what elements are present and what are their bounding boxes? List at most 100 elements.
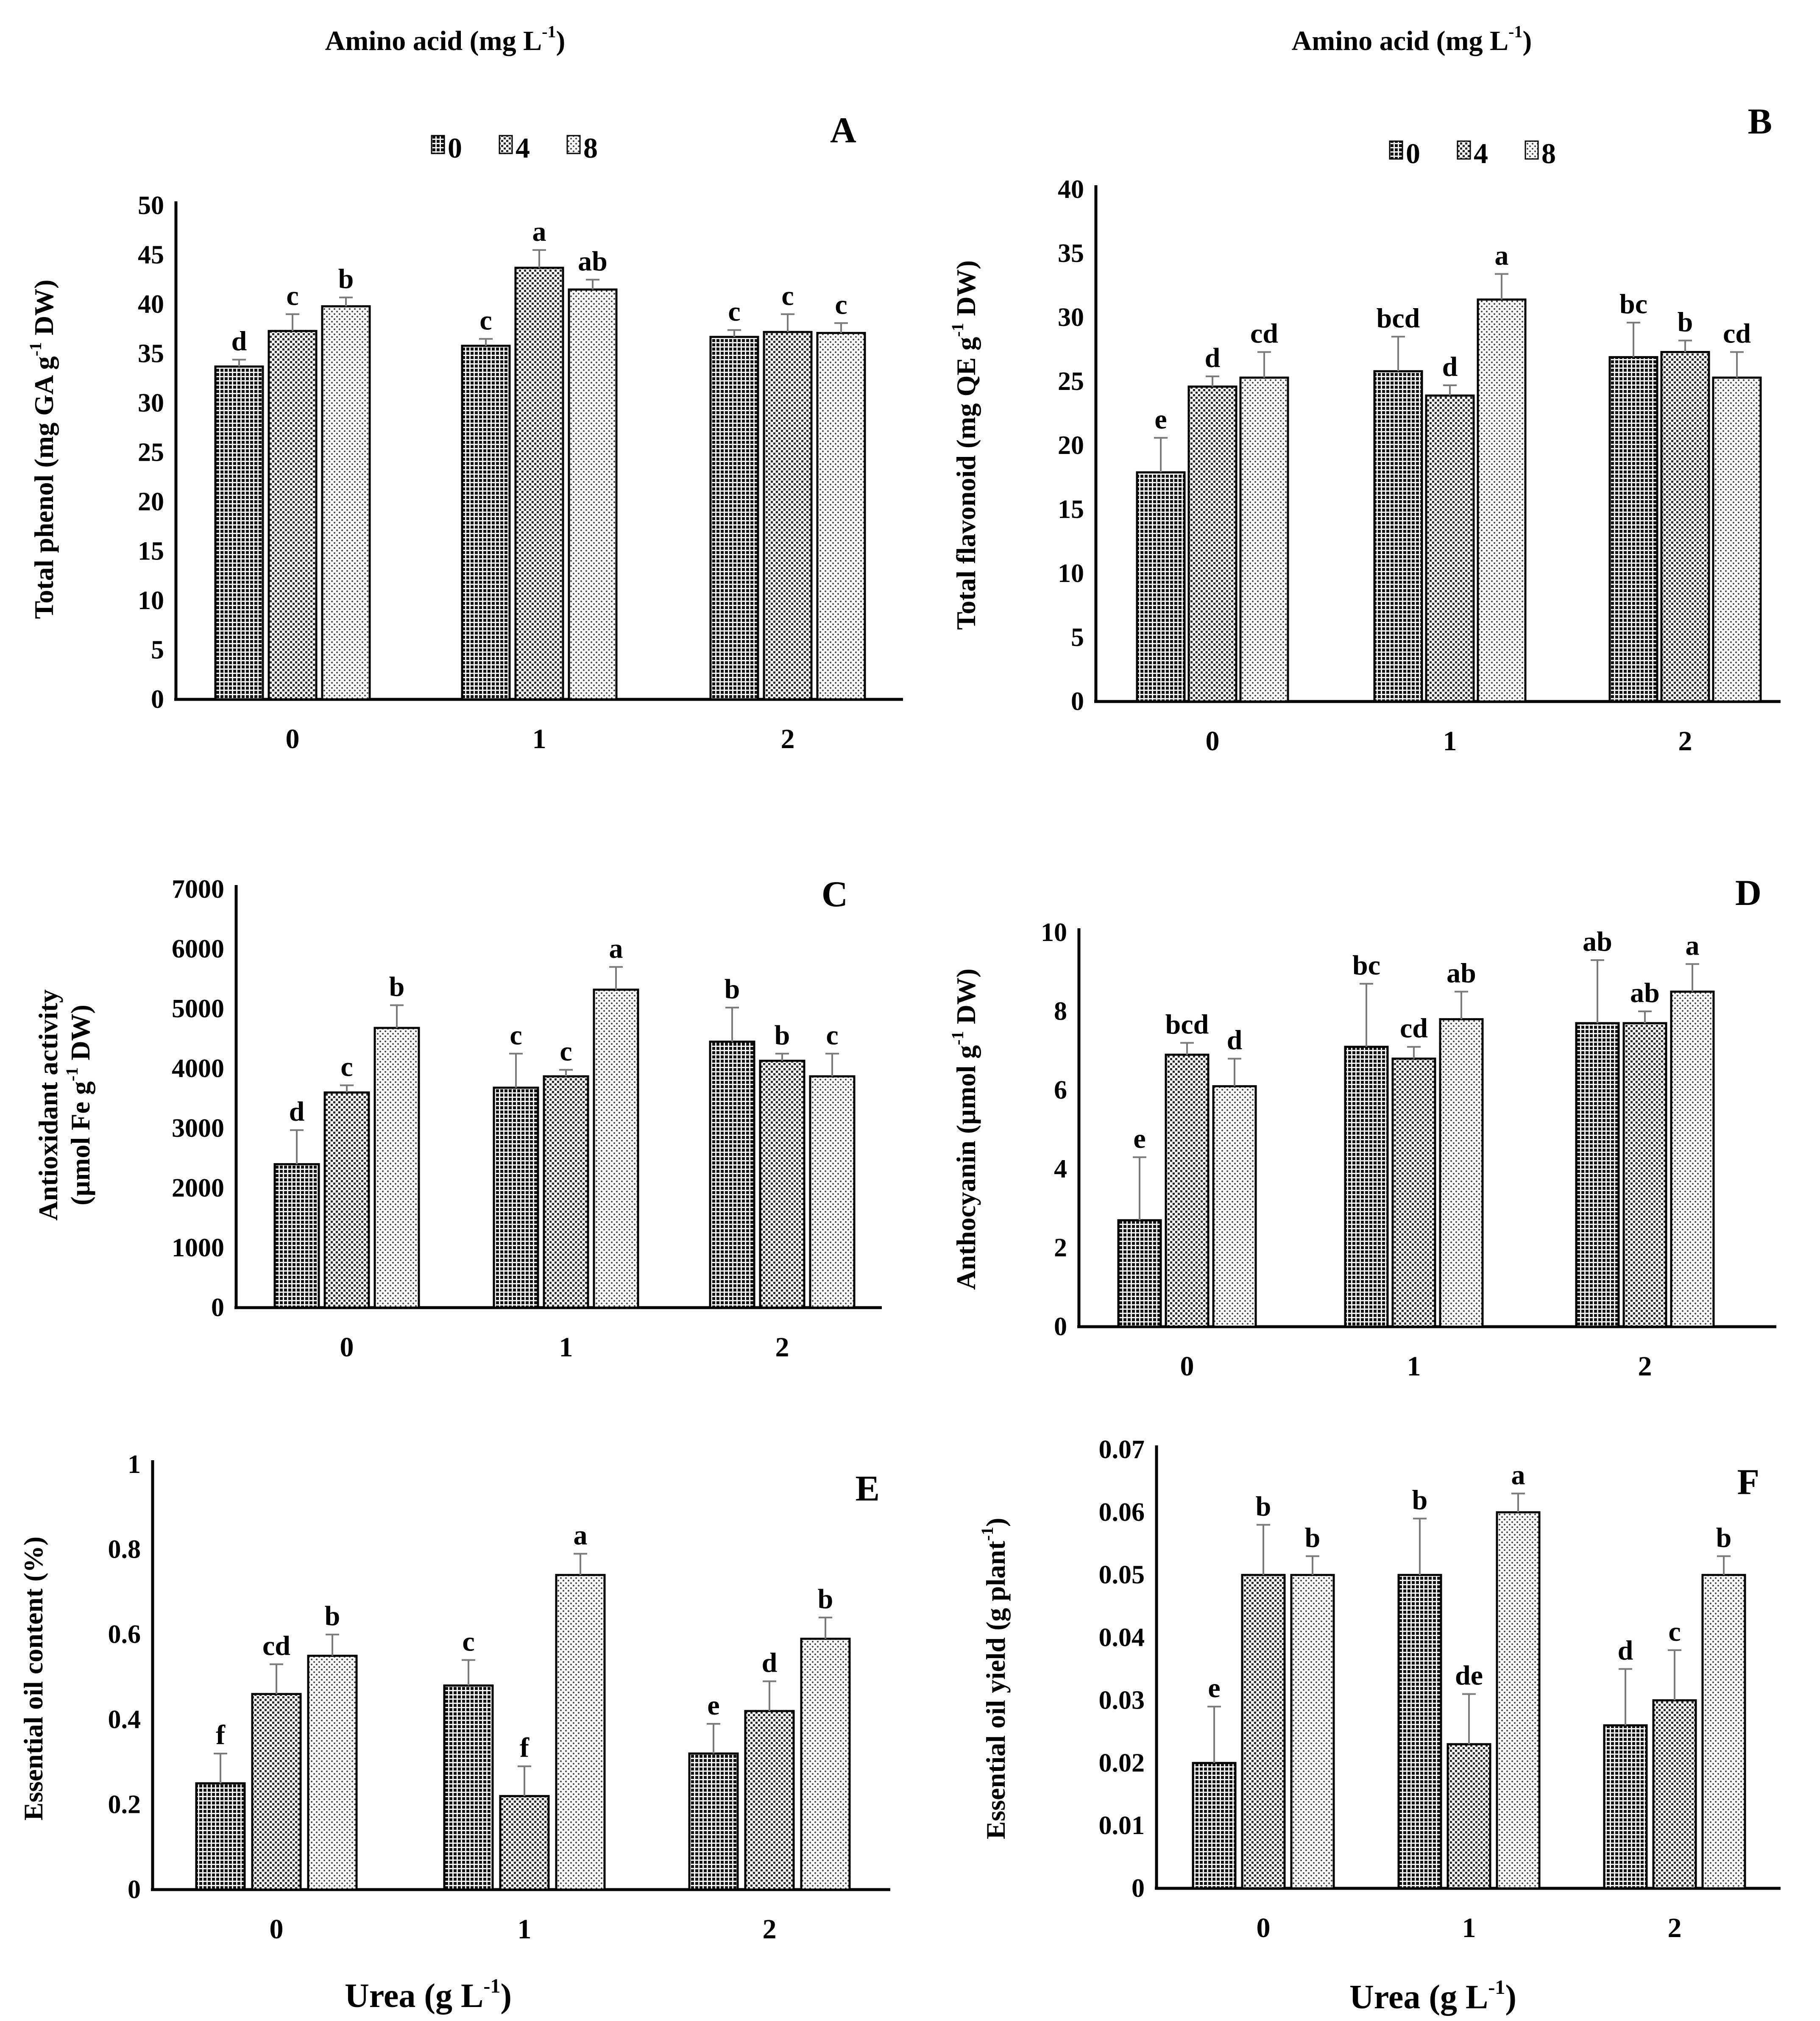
legend-label-0: 0 bbox=[1406, 137, 1420, 170]
x-tick-label-d: 1 bbox=[1407, 1351, 1421, 1382]
y-tick-label-b: 20 bbox=[1058, 431, 1084, 460]
legend-swatch-4 bbox=[499, 135, 513, 154]
y-tick-label-b: 15 bbox=[1058, 495, 1084, 524]
bar-c-urea0-aa4 bbox=[323, 1091, 370, 1309]
bar-a-urea1-aa8 bbox=[568, 288, 618, 701]
significance-letter-c: b bbox=[725, 974, 740, 1005]
legend-swatch-0 bbox=[1389, 140, 1403, 160]
y-tick-label-a: 0 bbox=[151, 685, 164, 714]
bar-e-urea0-aa8 bbox=[307, 1654, 358, 1891]
y-axis-label-e: Essential oil content (%) bbox=[18, 1537, 48, 1821]
significance-letter-f: b bbox=[1305, 1522, 1321, 1553]
bar-a-urea2-aa4 bbox=[763, 331, 813, 701]
y-tick-label-c: 3000 bbox=[172, 1114, 224, 1143]
bar-d-urea0-aa8 bbox=[1212, 1085, 1257, 1328]
bar-a-urea0-aa4 bbox=[268, 330, 318, 701]
y-tick-label-a: 30 bbox=[138, 389, 164, 418]
significance-letter-a: b bbox=[338, 264, 354, 295]
y-tick-label-d: 0 bbox=[1054, 1312, 1067, 1341]
bar-f-urea1-aa0 bbox=[1397, 1574, 1442, 1890]
y-tick-label-b: 25 bbox=[1058, 367, 1084, 396]
x-title-f: Urea (g L-1) bbox=[1349, 1976, 1516, 2016]
significance-letter-a: c bbox=[286, 280, 298, 311]
significance-letter-e: f bbox=[216, 1720, 226, 1751]
significance-letter-f: e bbox=[1208, 1673, 1220, 1704]
bar-f-urea0-aa0 bbox=[1192, 1762, 1237, 1890]
significance-letter-b: b bbox=[1678, 306, 1693, 337]
x-title-e: Urea (g L-1) bbox=[345, 1975, 512, 2015]
legend-swatch-0 bbox=[431, 135, 445, 154]
y-tick-label-a: 40 bbox=[138, 290, 164, 319]
y-tick-label-a: 25 bbox=[138, 438, 164, 467]
significance-letter-c: d bbox=[289, 1096, 305, 1127]
legend-b: 0 4 8 bbox=[1389, 137, 1556, 170]
significance-letter-e: cd bbox=[262, 1630, 290, 1661]
y-tick-label-e: 1 bbox=[128, 1450, 141, 1479]
significance-letter-d: e bbox=[1133, 1123, 1146, 1154]
legend-label-8: 8 bbox=[1541, 137, 1556, 170]
significance-letter-d: ab bbox=[1447, 958, 1476, 989]
y-tick-label-b: 0 bbox=[1071, 687, 1084, 716]
x-tick-label-a: 0 bbox=[286, 724, 300, 754]
y-tick-label-e: 0.6 bbox=[108, 1620, 141, 1649]
significance-letter-e: d bbox=[762, 1648, 778, 1679]
bar-d-urea1-aa8 bbox=[1439, 1018, 1484, 1328]
significance-letter-e: f bbox=[520, 1732, 530, 1763]
significance-letter-a: c bbox=[781, 280, 794, 311]
bar-b-urea2-aa4 bbox=[1660, 351, 1710, 703]
significance-letter-f: b bbox=[1412, 1485, 1428, 1516]
y-tick-label-e: 0.2 bbox=[108, 1790, 141, 1819]
significance-letter-f: b bbox=[1716, 1522, 1732, 1553]
y-tick-label-c: 0 bbox=[211, 1293, 224, 1322]
y-tick-label-f: 0 bbox=[1132, 1874, 1145, 1903]
x-tick-label-b: 2 bbox=[1678, 726, 1692, 757]
x-tick-label-d: 2 bbox=[1638, 1351, 1652, 1382]
y-axis-label-b: Total flavonoid (mg QE g-1 DW) bbox=[948, 260, 981, 630]
x-tick-label-e: 1 bbox=[518, 1914, 532, 1945]
bar-c-urea1-aa0 bbox=[493, 1086, 539, 1309]
bar-b-urea0-aa4 bbox=[1187, 385, 1237, 703]
x-tick-label-c: 0 bbox=[340, 1332, 354, 1363]
significance-letter-b: d bbox=[1442, 351, 1458, 382]
significance-letter-e: c bbox=[462, 1626, 474, 1657]
bar-a-urea1-aa4 bbox=[514, 267, 564, 701]
significance-letter-a: d bbox=[231, 326, 247, 356]
y-tick-label-b: 30 bbox=[1058, 303, 1084, 332]
y-axis-label-d: Anthocyanin (µmol g-1 DW) bbox=[948, 969, 981, 1290]
panel-f: F 0 0.01 0.02 0.03 0.04 0.05 0.06 0.07 Essential … bbox=[978, 1435, 1781, 1943]
legend-a: 0 4 8 bbox=[431, 132, 598, 164]
y-axis-label-f: Essential oil yield (g plant-1) bbox=[978, 1518, 1011, 1840]
bar-d-urea2-aa8 bbox=[1670, 991, 1715, 1328]
legend-label-8: 8 bbox=[583, 132, 598, 164]
bar-f-urea1-aa4 bbox=[1447, 1743, 1491, 1890]
y-tick-label-e: 0.4 bbox=[108, 1705, 141, 1734]
y-tick-label-f: 0.07 bbox=[1099, 1435, 1145, 1464]
significance-letter-b: bc bbox=[1619, 289, 1647, 320]
bar-c-urea2-aa0 bbox=[709, 1041, 755, 1309]
bar-a-urea2-aa0 bbox=[709, 336, 759, 701]
bar-c-urea0-aa8 bbox=[373, 1027, 420, 1309]
significance-letter-e: b bbox=[818, 1584, 833, 1615]
significance-letter-d: bc bbox=[1352, 950, 1380, 981]
significance-letter-c: b bbox=[389, 972, 405, 1002]
bar-f-urea2-aa4 bbox=[1652, 1699, 1697, 1890]
bar-b-urea1-aa4 bbox=[1425, 394, 1475, 703]
significance-letter-e: a bbox=[574, 1520, 588, 1551]
significance-letter-b: cd bbox=[1250, 318, 1278, 349]
bar-b-urea0-aa8 bbox=[1239, 376, 1289, 703]
significance-letter-a: ab bbox=[578, 246, 608, 277]
y-tick-label-f: 0.04 bbox=[1099, 1623, 1145, 1652]
significance-letter-d: ab bbox=[1630, 977, 1660, 1008]
y-tick-label-c: 4000 bbox=[172, 1054, 224, 1083]
bar-f-urea2-aa0 bbox=[1603, 1724, 1648, 1890]
bar-c-urea1-aa8 bbox=[593, 988, 639, 1309]
x-tick-label-b: 1 bbox=[1443, 726, 1457, 757]
bar-c-urea0-aa0 bbox=[273, 1163, 320, 1309]
significance-letter-c: c bbox=[340, 1051, 353, 1082]
header-left: Amino acid (mg L-1) bbox=[325, 22, 566, 56]
y-tick-label-d: 10 bbox=[1041, 918, 1067, 947]
panel-letter-c: C bbox=[822, 874, 848, 914]
significance-letter-f: a bbox=[1511, 1460, 1525, 1491]
